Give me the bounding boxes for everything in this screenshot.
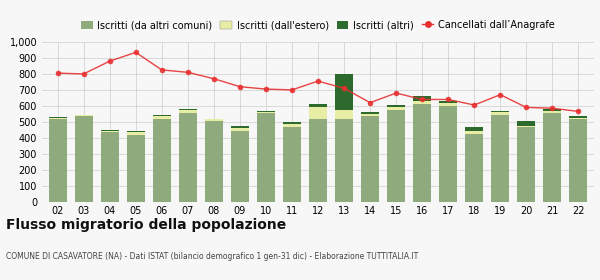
Bar [257,113,275,202]
Bar [413,104,431,202]
Bar [205,121,223,202]
Bar [257,112,275,113]
Bar [491,112,509,115]
Bar [491,111,509,112]
Bar [49,119,67,202]
Bar [49,117,67,118]
Bar [74,116,93,202]
Bar [465,127,484,130]
Bar [569,118,587,119]
Bar [335,74,353,110]
Bar [257,111,275,112]
Bar [543,109,562,111]
Bar [49,118,67,119]
Bar [127,135,145,202]
Bar [387,105,405,107]
Bar [179,113,197,202]
Bar [152,116,171,119]
Bar [543,111,562,113]
Bar [335,110,353,119]
Bar [517,127,535,202]
Bar [74,115,93,116]
Bar [231,130,249,202]
Bar [413,96,431,101]
Bar [283,127,301,202]
Bar [101,132,119,202]
Bar [179,109,197,110]
Bar [283,124,301,127]
Bar [101,130,119,132]
Bar [387,110,405,202]
Bar [361,114,379,116]
Text: COMUNE DI CASAVATORE (NA) - Dati ISTAT (bilancio demografico 1 gen-31 dic) - Ela: COMUNE DI CASAVATORE (NA) - Dati ISTAT (… [6,252,418,261]
Bar [231,126,249,128]
Bar [569,119,587,202]
Bar [465,130,484,134]
Bar [127,131,145,132]
Bar [152,115,171,116]
Bar [309,104,327,107]
Bar [283,122,301,124]
Bar [205,119,223,121]
Bar [543,113,562,202]
Bar [335,119,353,202]
Text: Flusso migratorio della popolazione: Flusso migratorio della popolazione [6,218,286,232]
Legend: Iscritti (da altri comuni), Iscritti (dall'estero), Iscritti (altri), Cancellati: Iscritti (da altri comuni), Iscritti (da… [77,16,559,34]
Bar [413,101,431,104]
Bar [309,119,327,202]
Bar [517,121,535,126]
Bar [465,134,484,202]
Bar [361,116,379,202]
Bar [439,106,457,202]
Bar [309,107,327,119]
Bar [179,110,197,113]
Bar [127,132,145,135]
Bar [439,101,457,103]
Bar [387,107,405,110]
Bar [569,116,587,118]
Bar [517,126,535,127]
Bar [491,115,509,202]
Bar [439,103,457,106]
Bar [231,128,249,130]
Bar [361,112,379,114]
Bar [152,119,171,202]
